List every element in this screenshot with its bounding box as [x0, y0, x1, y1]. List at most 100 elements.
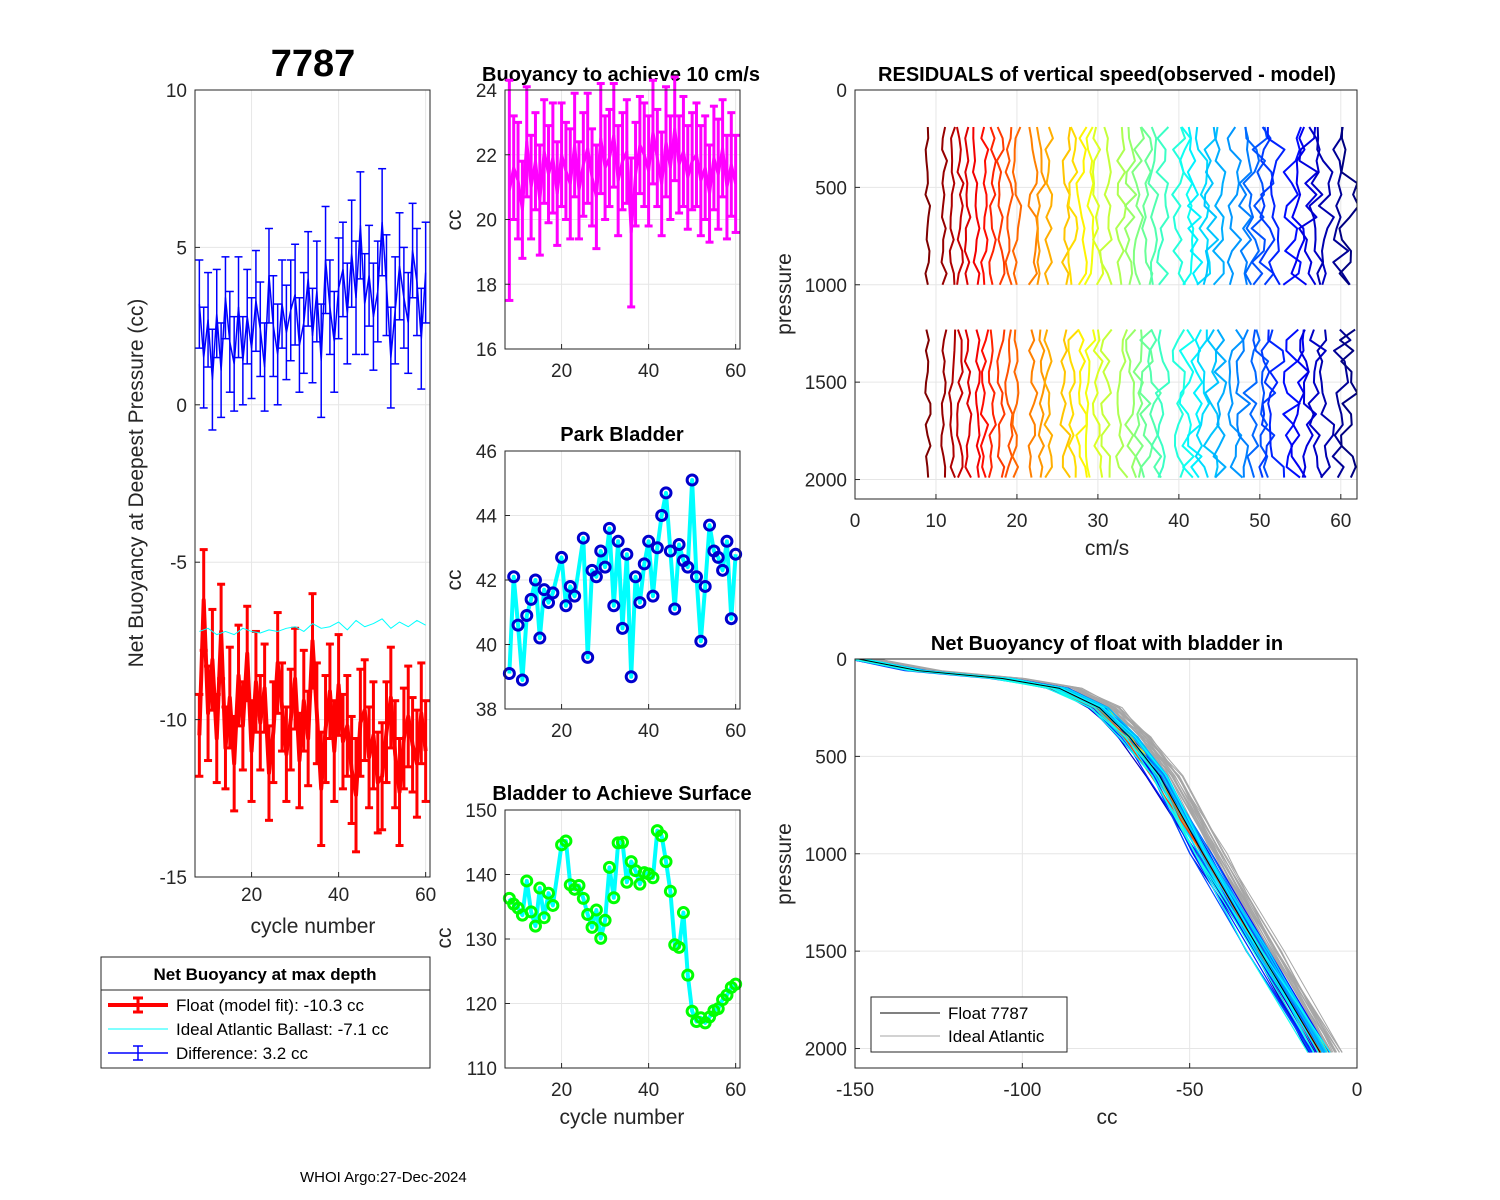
- surface-bladder-point: [633, 877, 647, 891]
- float-profile: [864, 659, 1327, 1053]
- surface-bladder-point: [589, 903, 603, 917]
- y-tick-label: 20: [476, 211, 497, 232]
- park-bladder-point: [720, 534, 734, 548]
- park-bladder-point: [716, 563, 730, 577]
- x-tick-label: 0: [850, 511, 861, 532]
- residual-profile-lower: [1037, 329, 1046, 478]
- residual-profile-upper: [1212, 126, 1227, 286]
- x-tick-label: 40: [328, 885, 349, 906]
- float-id-title: 7787: [271, 43, 356, 85]
- footer-credit: WHOI Argo:27-Dec-2024: [300, 1169, 467, 1186]
- y-tick-label: -15: [160, 868, 187, 889]
- buoy10-ylabel: cc: [443, 210, 466, 231]
- netbuoy-xlabel: cc: [1097, 1106, 1118, 1129]
- float-profile: [857, 659, 1323, 1053]
- x-tick-label: 20: [551, 361, 572, 382]
- surface-bladder-point: [572, 878, 586, 892]
- float-profile: [855, 659, 1314, 1053]
- park-bladder-point: [524, 592, 538, 606]
- surface-title: Bladder to Achieve Surface: [492, 783, 751, 805]
- buoyancy-line: [507, 127, 738, 234]
- netbuoy-legend-box: [870, 996, 1068, 1053]
- residual-profile-upper: [1338, 126, 1357, 286]
- y-tick-label: 46: [476, 442, 497, 463]
- residual-profile-upper: [1266, 127, 1286, 286]
- residual-profile-lower: [1059, 329, 1072, 479]
- float-profile: [863, 659, 1325, 1053]
- netbuoy-legend-label-ideal: Ideal Atlantic: [948, 1027, 1045, 1046]
- residual-profile-upper: [1226, 126, 1243, 286]
- park-panel: Park Bladder 20 40 60 38 40 42 44 46 cc: [443, 424, 746, 742]
- float-profile: [858, 659, 1322, 1053]
- surface-bladder-point: [576, 891, 590, 905]
- x-tick-label: 20: [551, 1080, 572, 1101]
- legend-label-difference: Difference: 3.2 cc: [176, 1044, 308, 1063]
- buoy10-ticks: 20 40 60 16 18 20 22 24: [476, 81, 746, 382]
- residual-profile-upper: [1332, 126, 1351, 286]
- residual-profile-lower: [974, 329, 982, 478]
- surface-bladder-point: [559, 834, 573, 848]
- residual-profile-lower: [1027, 329, 1039, 478]
- surface-ylabel: cc: [433, 928, 456, 949]
- residual-profile-lower: [1171, 329, 1186, 478]
- residual-profile-lower: [1258, 329, 1277, 478]
- y-tick-label: 44: [476, 507, 498, 528]
- y-tick-label: 38: [476, 700, 497, 721]
- park-bladder-point: [589, 570, 603, 584]
- residual-profile-upper: [980, 126, 990, 285]
- residual-profile-lower: [1132, 329, 1144, 478]
- float-profile: [862, 659, 1324, 1053]
- surface-bladder-point: [607, 891, 621, 905]
- park-bladder-point: [681, 560, 695, 574]
- float-profile: [855, 659, 1309, 1053]
- residuals-grid: [854, 89, 1357, 499]
- park-bladder-point: [533, 631, 547, 645]
- ideal-atlantic-profile: [868, 659, 1328, 1053]
- y-tick-label: 0: [176, 396, 187, 417]
- park-bladder-point: [694, 634, 708, 648]
- y-tick-label: -5: [170, 553, 187, 574]
- park-bladder-point: [546, 586, 560, 600]
- float-profile: [856, 659, 1319, 1053]
- park-bladder-point: [568, 589, 582, 603]
- park-bladder-point: [698, 579, 712, 593]
- surface-panel: Bladder to Achieve Surface 20 40 60 110 120 1…: [433, 783, 752, 1129]
- park-bladder-point: [637, 557, 651, 571]
- difference-line: [198, 221, 427, 381]
- y-tick-label: 140: [465, 866, 497, 887]
- surface-plot-area: [502, 824, 743, 1030]
- residual-profile-lower: [1147, 329, 1163, 479]
- y-tick-label: 110: [467, 1059, 497, 1080]
- y-tick-label: 1000: [805, 276, 847, 297]
- park-bladder-point: [685, 473, 699, 487]
- park-bladder-point: [528, 573, 542, 587]
- surface-bladder-point: [681, 968, 695, 982]
- x-tick-label: 60: [1330, 511, 1351, 532]
- legend-swatch-difference: [108, 1045, 168, 1061]
- park-bladder-point: [616, 621, 629, 635]
- residual-profile-lower: [1011, 329, 1020, 478]
- float-profile: [862, 659, 1322, 1053]
- residual-profile-upper: [1147, 126, 1160, 285]
- y-tick-label: 2000: [805, 1040, 847, 1061]
- float-profile: [855, 659, 1313, 1053]
- residual-profile-lower: [1075, 329, 1088, 478]
- residual-profile-upper: [956, 126, 965, 285]
- residual-profile-lower: [1124, 328, 1138, 478]
- residual-profile-lower: [1099, 328, 1113, 478]
- park-bladder-point: [633, 596, 647, 610]
- y-tick-label: 22: [476, 146, 497, 167]
- surface-bladder-point: [524, 905, 538, 919]
- residuals-ylabel: pressure: [773, 253, 796, 335]
- float-profile: [858, 659, 1321, 1053]
- residual-profile-upper: [1140, 126, 1154, 285]
- residual-profile-lower: [924, 329, 932, 478]
- x-tick-label: 60: [725, 361, 746, 382]
- surface-bladder-point: [528, 919, 542, 933]
- residual-profile-upper: [1250, 126, 1268, 286]
- x-tick-label: 60: [415, 885, 436, 906]
- residual-profile-lower: [1187, 329, 1204, 479]
- x-tick-label: 0: [1352, 1080, 1363, 1101]
- surface-bladder-point: [620, 875, 634, 889]
- surface-ticks: 20 40 60 110 120 130 140 150: [465, 801, 746, 1101]
